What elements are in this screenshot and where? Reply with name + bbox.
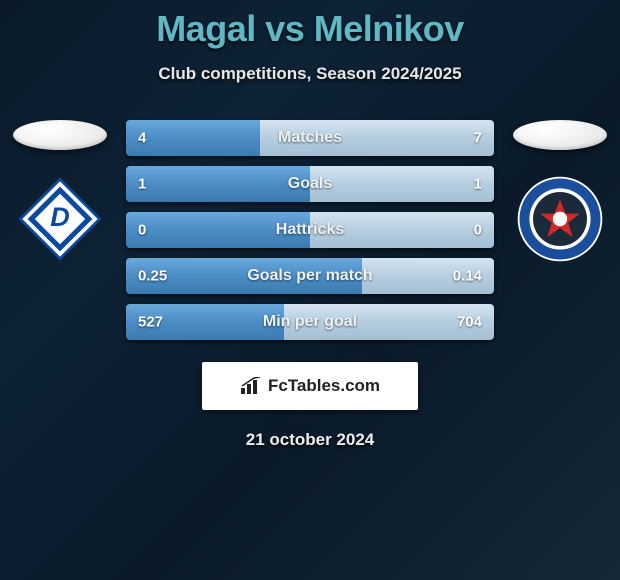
left-player-oval	[13, 120, 107, 150]
chart-icon	[240, 377, 262, 395]
stat-bar: 0.25 Goals per match 0.14	[126, 258, 494, 294]
brand-badge: FcTables.com	[202, 362, 418, 410]
crest-left-icon: D	[15, 174, 105, 264]
stat-value-right: 0	[474, 222, 482, 239]
stat-label: Min per goal	[263, 313, 357, 331]
stat-value-left: 0.25	[138, 268, 167, 285]
stat-value-right: 1	[474, 176, 482, 193]
left-player-col: D	[6, 120, 114, 264]
stat-label: Goals	[288, 175, 332, 193]
stat-right-fill	[310, 166, 494, 202]
stat-value-right: 7	[474, 130, 482, 147]
page-title: Magal vs Melnikov	[0, 0, 620, 50]
stat-bar: 0 Hattricks 0	[126, 212, 494, 248]
crest-right-icon	[515, 174, 605, 264]
stat-left-fill	[126, 166, 310, 202]
stat-value-left: 527	[138, 314, 163, 331]
brand-text: FcTables.com	[268, 376, 380, 396]
footer-date: 21 october 2024	[0, 430, 620, 450]
stat-bar: 1 Goals 1	[126, 166, 494, 202]
stats-column: 4 Matches 7 1 Goals 1 0 Hattricks 0 0.25 Goals per…	[126, 120, 494, 340]
stat-value-right: 0.14	[453, 268, 482, 285]
stat-bar: 527 Min per goal 704	[126, 304, 494, 340]
svg-text:D: D	[50, 202, 70, 232]
stat-value-left: 4	[138, 130, 146, 147]
stat-value-left: 1	[138, 176, 146, 193]
stat-bar: 4 Matches 7	[126, 120, 494, 156]
stat-label: Matches	[278, 129, 342, 147]
left-club-crest: D	[15, 174, 105, 264]
right-player-oval	[513, 120, 607, 150]
right-player-col	[506, 120, 614, 264]
stat-label: Goals per match	[247, 267, 372, 285]
comparison-row: D 4 Matches 7 1 Goals 1 0 Hattricks 0 0.25 Goals p…	[0, 120, 620, 340]
stat-label: Hattricks	[276, 221, 344, 239]
page-subtitle: Club competitions, Season 2024/2025	[0, 64, 620, 84]
stat-value-right: 704	[457, 314, 482, 331]
stat-value-left: 0	[138, 222, 146, 239]
right-club-crest	[515, 174, 605, 264]
